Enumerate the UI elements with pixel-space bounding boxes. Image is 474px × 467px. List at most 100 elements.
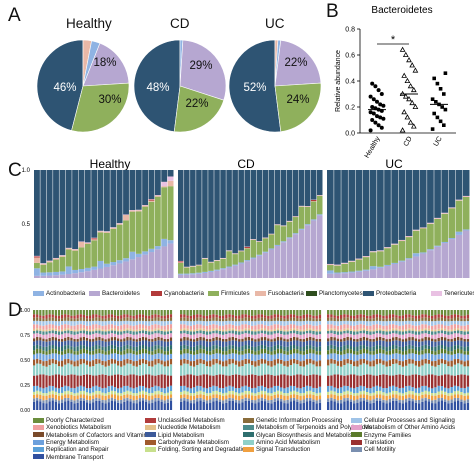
d-bar-segment (362, 336, 366, 341)
d-bar-segment (104, 310, 107, 316)
d-bar-segment (270, 399, 273, 404)
d-bar-segment (315, 347, 318, 352)
d-bar-segment (289, 401, 293, 410)
d-bar-segment (392, 320, 395, 325)
d-bar-segment (369, 321, 372, 326)
d-bar-segment (186, 345, 189, 350)
d-bar-segment (346, 314, 349, 318)
d-bar-segment (312, 360, 315, 365)
d-bar-segment (129, 391, 132, 395)
y-tick-label: 0.2 (345, 105, 355, 112)
c-bar-segment-proteobacteria (412, 170, 420, 230)
d-bar-segment (453, 317, 457, 321)
d-bar-segment (39, 345, 42, 350)
d-bar-segment (73, 315, 76, 319)
d-bar-segment (369, 310, 372, 316)
d-bar-segment (157, 333, 160, 337)
d-bar-segment (163, 361, 166, 367)
d-bar-segment (231, 390, 234, 395)
d-bar-segment (82, 333, 85, 337)
d-bar-segment (166, 324, 169, 330)
d-bar-segment (51, 320, 54, 325)
d-bar-segment (270, 395, 273, 400)
d-bar-segment (359, 310, 362, 315)
d-bar-segment (270, 329, 273, 332)
d-bar-segment (148, 354, 151, 362)
d-bar-segment (280, 340, 283, 346)
d-bar-segment (129, 394, 132, 399)
point-cd (402, 93, 409, 99)
d-bar-segment (369, 338, 372, 342)
d-bar-segment (113, 401, 117, 410)
c-bar-segment (135, 257, 142, 278)
d-bar-segment (85, 346, 89, 350)
d-bar-segment (202, 394, 205, 400)
d-bar-segment (447, 329, 450, 332)
d-bar-segment (460, 325, 463, 329)
d-bar-segment (110, 400, 113, 410)
d-bar-segment (238, 361, 241, 367)
d-bar-segment (141, 333, 145, 337)
d-bar-segment (440, 330, 444, 334)
d-bar-segment (340, 314, 343, 319)
c-bar-segment (412, 229, 420, 231)
d-bar-segment (120, 393, 123, 396)
d-bar-segment (343, 375, 346, 386)
c-bar-segment (148, 199, 155, 200)
d-bar-segment (372, 402, 375, 410)
c-bar-segment (123, 215, 129, 221)
d-bar-segment (254, 395, 257, 401)
d-bar-segment (231, 324, 234, 329)
d-bar-segment (54, 325, 57, 329)
d-bar-segment (218, 349, 222, 354)
d-bar-segment (101, 402, 104, 410)
d-bar-segment (276, 330, 280, 334)
d-bar-segment (48, 341, 51, 346)
d-bar-segment (126, 344, 129, 349)
d-bar-segment (36, 358, 39, 364)
d-bar-segment (79, 324, 82, 329)
d-bar-segment (154, 349, 157, 355)
d-bar-segment (132, 315, 135, 319)
d-bar-segment (157, 358, 160, 364)
d-bar-segment (453, 324, 457, 329)
d-bar-segment (166, 331, 169, 335)
d-bar-segment (234, 353, 238, 361)
d-bar-segment (82, 398, 85, 401)
d-bar-segment (431, 329, 434, 332)
d-bar-segment (180, 354, 183, 360)
c-bar-segment-proteobacteria (398, 170, 406, 240)
pie2-slice-firmicutes (173, 85, 225, 133)
d-bar-segment (333, 353, 336, 360)
d-bar-segment (398, 315, 401, 319)
d-bar-segment (336, 346, 340, 351)
d-bar-segment (160, 353, 163, 361)
point-uc (438, 119, 443, 124)
d-bar-segment (57, 315, 61, 319)
d-bar-segment (302, 324, 305, 330)
d-bar-segment (205, 374, 209, 389)
d-bar-segment (221, 321, 225, 326)
c-bar-segment-proteobacteria (232, 170, 238, 254)
d-bar-segment (427, 317, 431, 322)
d-bar-segment (61, 392, 64, 396)
d-bar-segment (450, 366, 453, 376)
d-bar-segment (362, 314, 366, 318)
d-bar-segment (95, 385, 98, 391)
d-bar-segment (110, 390, 113, 395)
d-bar-segment (205, 350, 209, 355)
point-healthy (381, 116, 386, 121)
point-uc (432, 76, 436, 81)
d-bar-segment (466, 341, 470, 347)
d-bar-segment (244, 397, 247, 401)
d-bar-segment (421, 317, 424, 321)
c-bar-segment (232, 264, 238, 266)
d-bar-segment (225, 392, 228, 396)
d-bar-segment (98, 398, 101, 401)
d-bar-segment (95, 363, 98, 376)
c-bar-segment-proteobacteria (78, 170, 85, 242)
d-bar-segment (421, 328, 424, 332)
d-bar-segment (270, 310, 273, 316)
legend-item-actinobacteria: Actinobacteria (33, 290, 85, 297)
d-bar-segment (280, 315, 283, 318)
